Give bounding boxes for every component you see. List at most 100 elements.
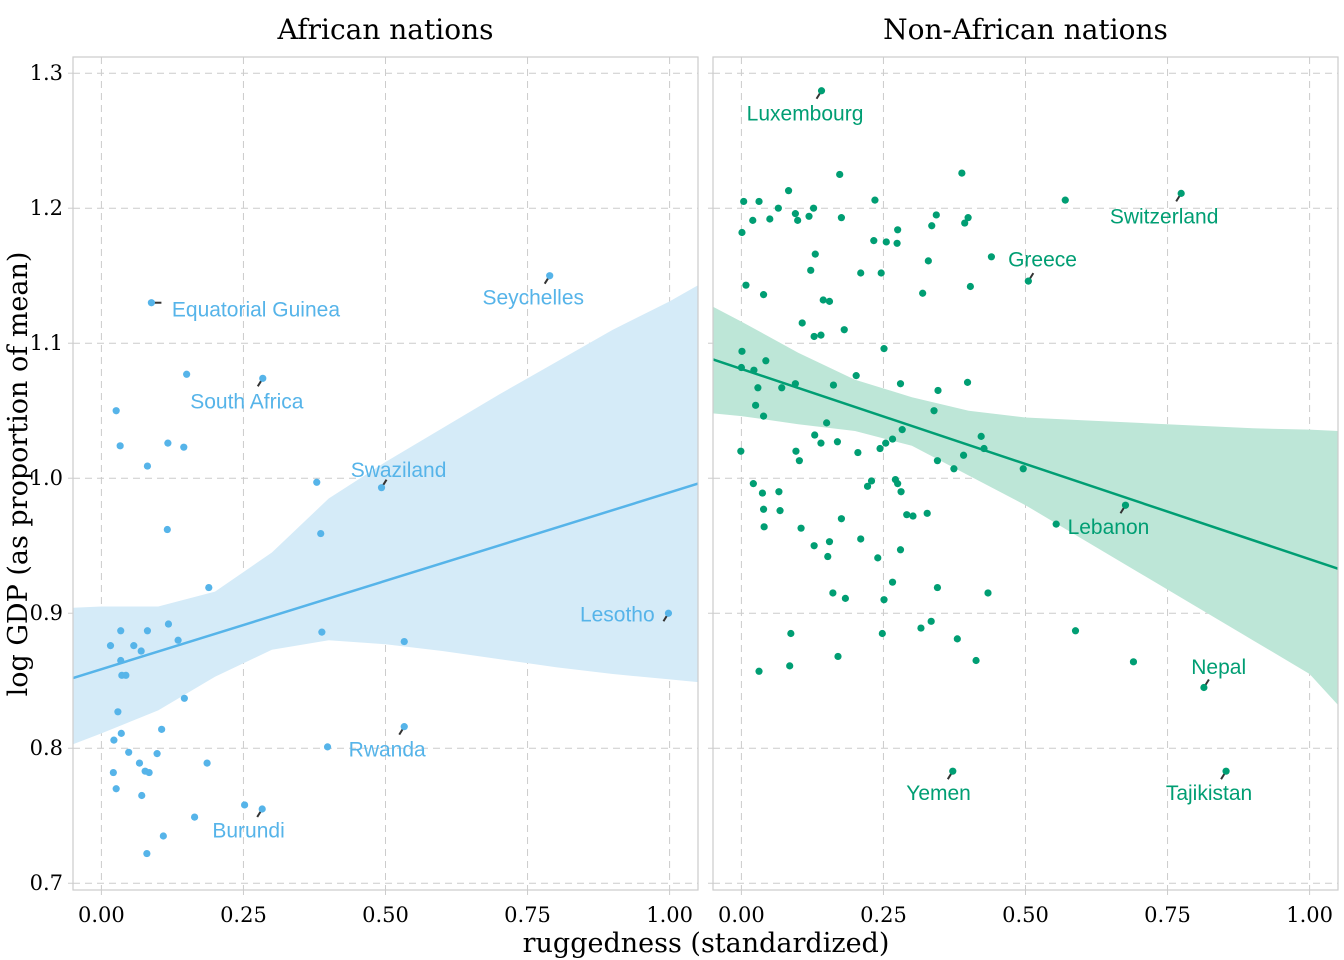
data-point [972,656,980,665]
data-point [766,215,774,223]
data-point [987,253,996,261]
data-point [870,237,878,245]
x-axis-label: ruggedness (standardized) [523,928,890,959]
data-point [143,627,152,635]
data-point [180,443,188,451]
data-point [750,366,758,374]
data-point [898,426,906,434]
data-point [823,419,831,427]
data-point [792,447,800,455]
data-point [963,378,972,386]
facet-panel-1: Equatorial Guinea South Africa Seychelles S… [30,13,699,927]
facet-title: African nations [277,13,494,46]
point-label: South Africa [190,390,304,413]
data-point [754,384,762,392]
point-label: Rwanda [349,739,426,762]
data-point [833,438,842,446]
data-point [817,87,826,95]
data-point [138,791,146,800]
data-point [819,296,827,304]
data-point [740,197,748,206]
data-point [109,768,117,777]
data-point [758,489,767,497]
data-point [977,432,985,440]
point-label: Equatorial Guinea [172,298,340,321]
point-label: Greece [1008,249,1077,272]
data-point [164,439,172,447]
data-point [882,439,890,447]
data-point [759,412,768,420]
data-point [930,407,938,415]
data-point [130,642,138,650]
data-point [807,266,815,274]
data-point [798,319,806,327]
y-axis-label: log GDP (as proportion of mean) [3,252,34,697]
trend-line [73,482,698,680]
data-point [762,357,770,365]
data-point [837,214,846,222]
data-point [664,609,673,617]
data-point [546,272,554,280]
data-point [1200,683,1208,692]
data-point [776,507,784,515]
data-point [949,767,957,775]
data-point [958,169,966,177]
data-point [742,281,750,289]
data-point [738,228,746,237]
data-point [180,694,188,702]
x-tick-label: 0.75 [1144,903,1191,927]
data-point [894,226,902,234]
facet-title: Non-African nations [883,13,1168,46]
data-point [759,505,768,513]
data-point [893,239,901,247]
facet-panel-2: Luxembourg Switzerland Greece Lebanon Nepal Y… [708,13,1339,927]
confidence-band [713,306,1338,705]
data-point [190,813,199,821]
data-point [852,372,860,380]
data-point [797,524,805,532]
data-point [840,326,848,334]
data-point [377,484,386,492]
data-point [824,552,832,561]
data-point [980,444,988,453]
data-point [259,374,267,382]
data-point [1071,627,1080,635]
data-point [829,381,838,389]
data-point [825,538,834,546]
data-point [317,529,325,538]
data-point [841,594,849,602]
data-point [897,488,905,496]
data-point [1052,520,1060,528]
point-label: Switzerland [1110,205,1219,228]
data-point [323,743,332,751]
data-point [787,629,795,638]
data-point [164,620,173,628]
data-point [174,636,182,644]
data-point [854,448,862,457]
data-point [917,624,925,632]
data-point [950,465,958,473]
point-label: Burundi [212,820,284,843]
data-point [116,442,124,450]
x-tick-label: 1.00 [646,903,693,927]
data-point [933,583,942,592]
data-point [737,447,745,455]
data-point [934,386,942,395]
data-point [811,250,819,258]
data-point [749,216,757,224]
data-point [896,546,905,554]
data-point [888,578,897,586]
data-point [755,197,763,206]
data-point [953,635,961,643]
data-point [400,723,408,731]
data-point [755,667,763,675]
data-point [117,729,125,737]
data-point [805,212,813,220]
data-point [205,583,213,592]
data-point [933,457,942,465]
data-point [837,515,846,523]
data-point [959,451,968,459]
trend-line [713,358,1338,570]
data-point [122,671,130,679]
data-point [871,196,879,204]
